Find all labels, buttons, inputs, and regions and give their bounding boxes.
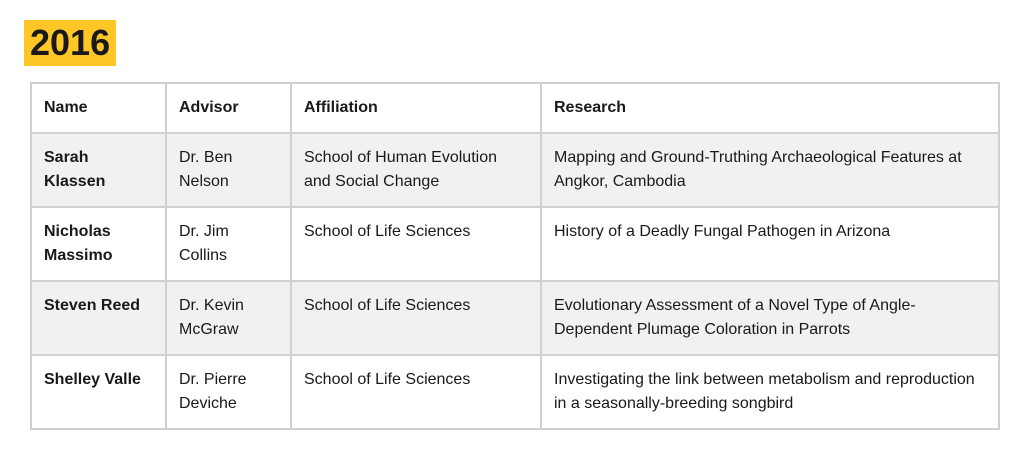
year-heading: 2016 xyxy=(24,20,117,66)
table-row: Sarah Klassen Dr. Ben Nelson School of H… xyxy=(30,132,1000,208)
cell-name: Sarah Klassen xyxy=(30,132,167,208)
cell-research: Investigating the link between metabolis… xyxy=(540,354,1000,430)
cell-affiliation: School of Life Sciences xyxy=(290,354,542,430)
table-row: Steven Reed Dr. Kevin McGraw School of L… xyxy=(30,280,1000,356)
column-header-affiliation: Affiliation xyxy=(290,82,542,134)
recipients-table-container: Name Advisor Affiliation Research Sarah … xyxy=(30,82,1000,430)
cell-affiliation: School of Life Sciences xyxy=(290,280,542,356)
table-header: Name Advisor Affiliation Research xyxy=(30,82,1000,134)
cell-research: Evolutionary Assessment of a Novel Type … xyxy=(540,280,1000,356)
table-body: Sarah Klassen Dr. Ben Nelson School of H… xyxy=(30,132,1000,430)
cell-name: Nicholas Massimo xyxy=(30,206,167,282)
header-row: Name Advisor Affiliation Research xyxy=(30,82,1000,134)
cell-name: Steven Reed xyxy=(30,280,167,356)
cell-research: History of a Deadly Fungal Pathogen in A… xyxy=(540,206,1000,282)
cell-advisor: Dr. Kevin McGraw xyxy=(165,280,292,356)
cell-advisor: Dr. Jim Collins xyxy=(165,206,292,282)
cell-advisor: Dr. Pierre Deviche xyxy=(165,354,292,430)
table-row: Nicholas Massimo Dr. Jim Collins School … xyxy=(30,206,1000,282)
cell-affiliation: School of Human Evolution and Social Cha… xyxy=(290,132,542,208)
cell-research: Mapping and Ground-Truthing Archaeologic… xyxy=(540,132,1000,208)
cell-name: Shelley Valle xyxy=(30,354,167,430)
column-header-advisor: Advisor xyxy=(165,82,292,134)
column-header-name: Name xyxy=(30,82,167,134)
cell-advisor: Dr. Ben Nelson xyxy=(165,132,292,208)
column-header-research: Research xyxy=(540,82,1000,134)
table-row: Shelley Valle Dr. Pierre Deviche School … xyxy=(30,354,1000,430)
cell-affiliation: School of Life Sciences xyxy=(290,206,542,282)
recipients-table: Name Advisor Affiliation Research Sarah … xyxy=(30,82,1000,430)
